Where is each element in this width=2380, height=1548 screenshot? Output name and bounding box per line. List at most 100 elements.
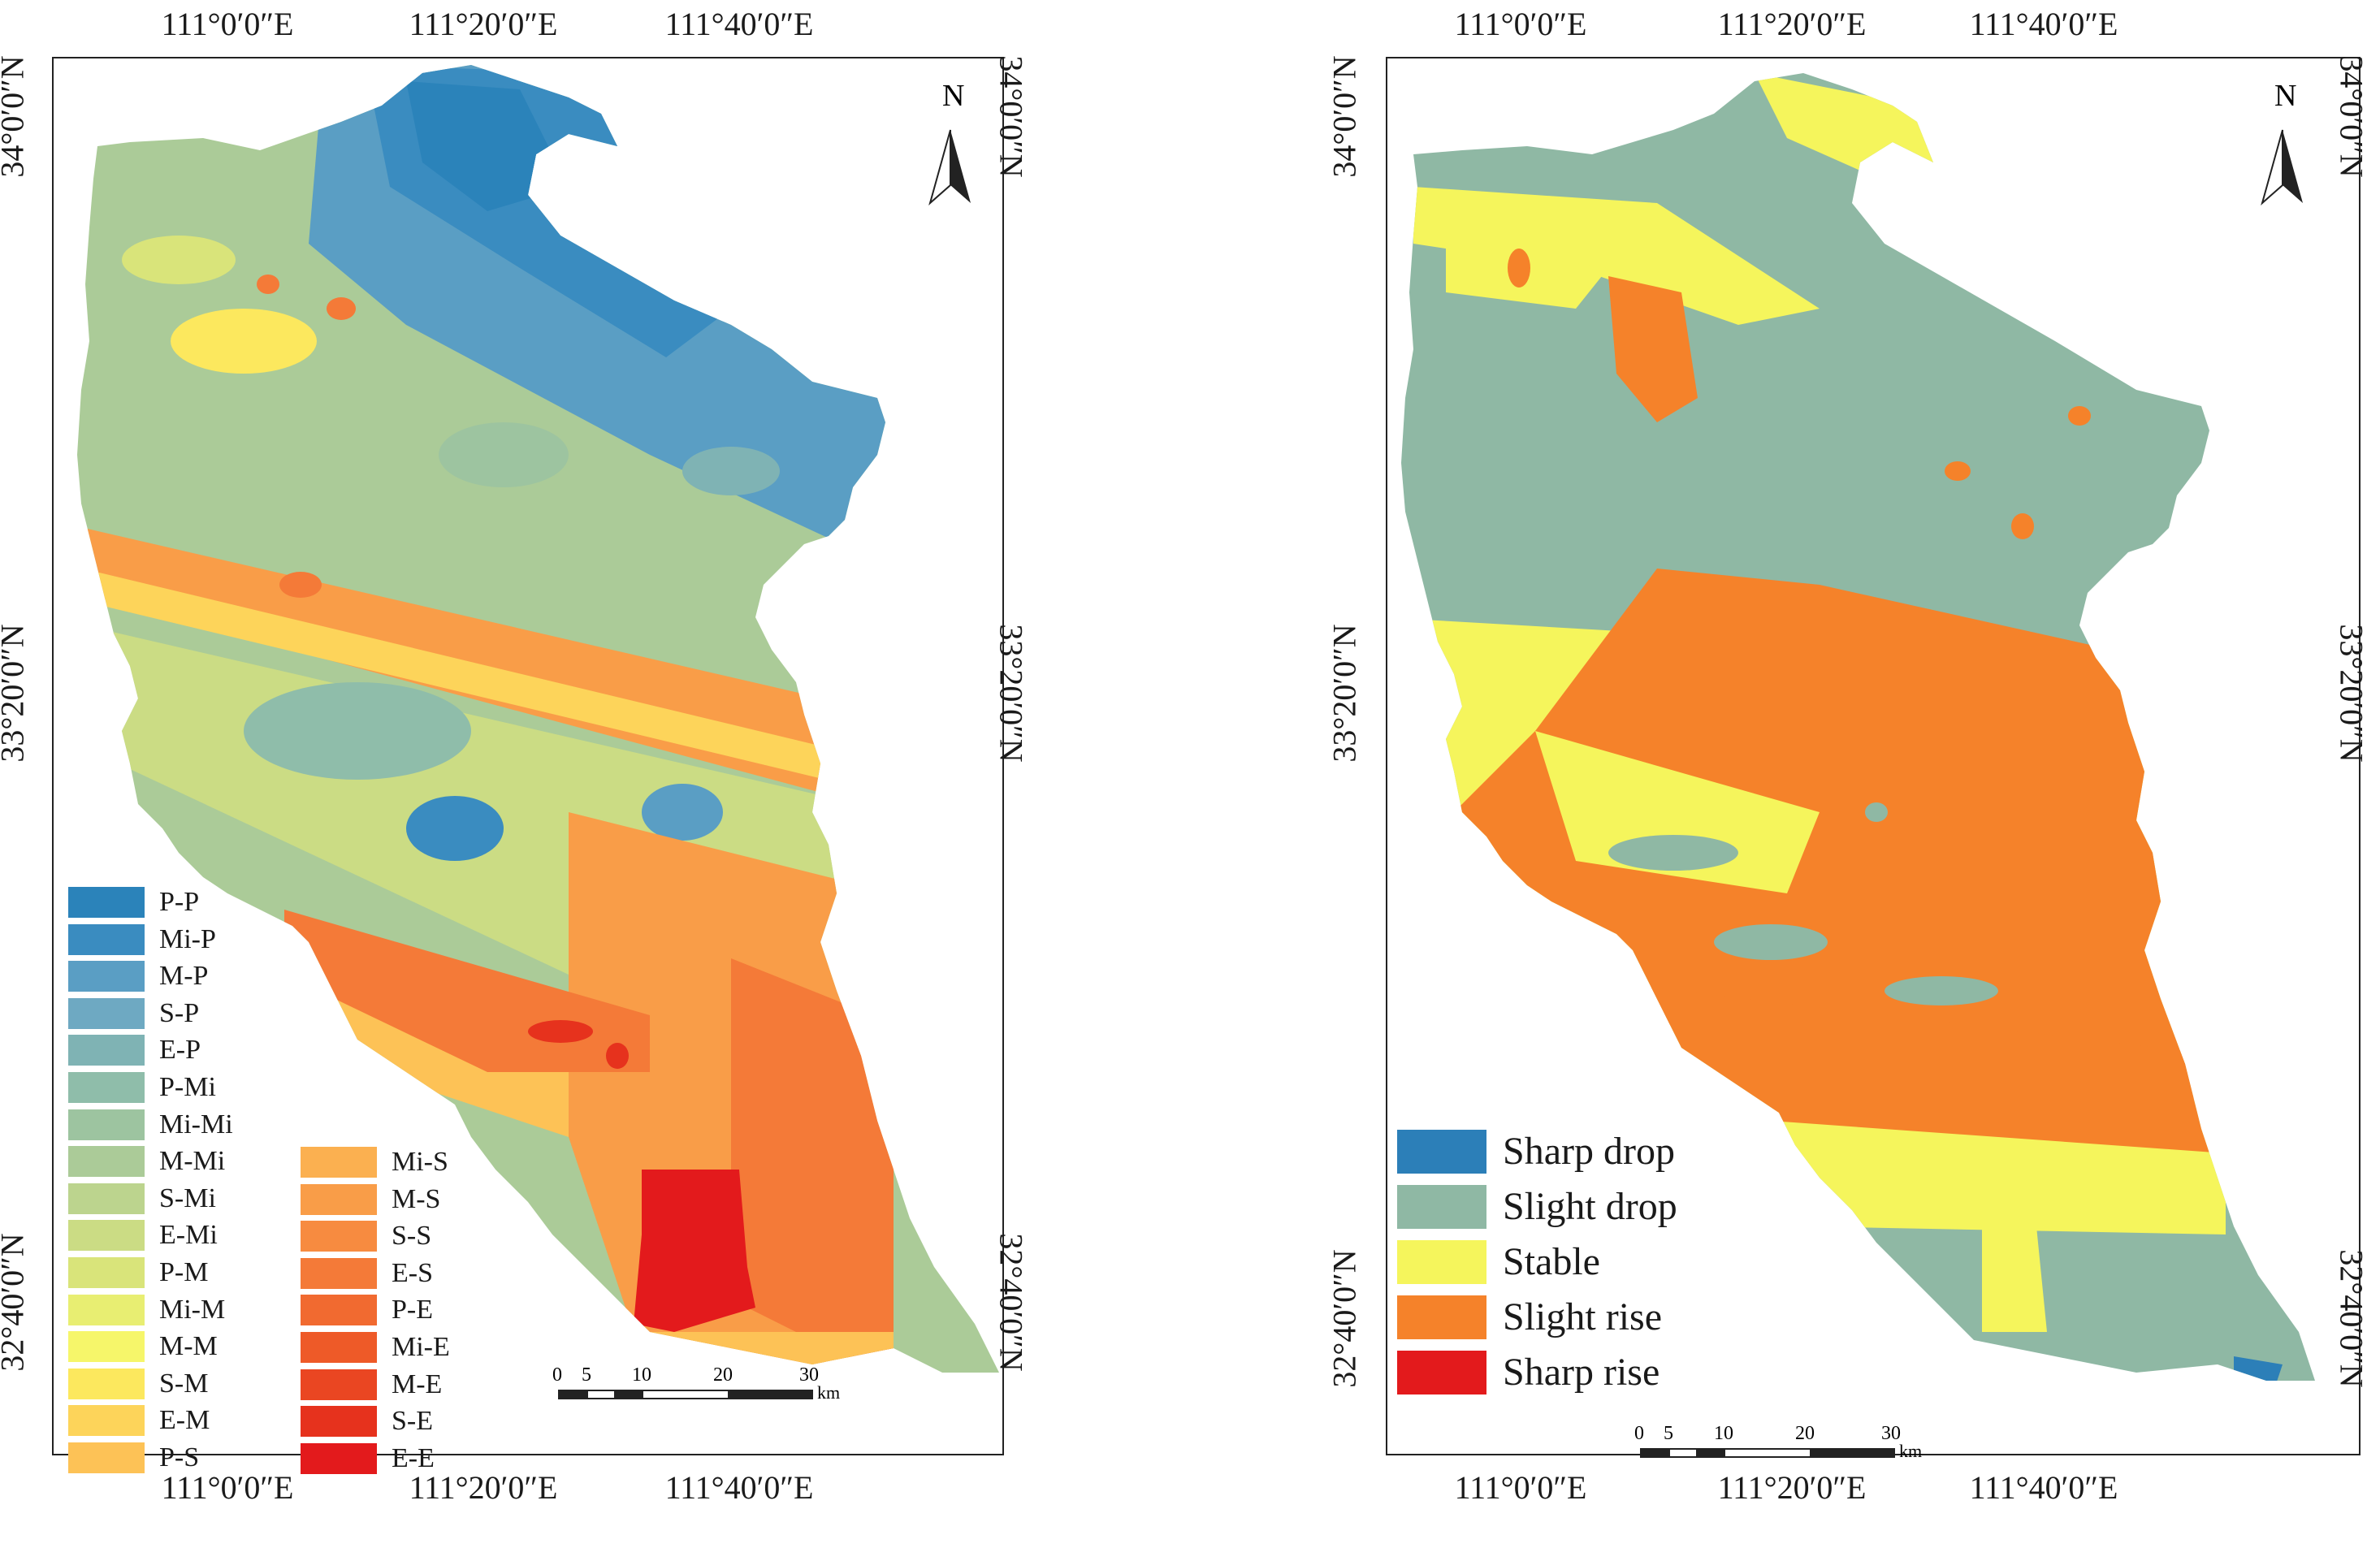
legend-swatch [301, 1183, 377, 1215]
legend-label: M-M [159, 1331, 218, 1362]
scale-label-0: 0 [552, 1364, 562, 1386]
legend-item: Mi-E [301, 1332, 450, 1363]
legend-swatch [301, 1442, 377, 1474]
legend-label: Slight rise [1503, 1295, 1663, 1338]
lon-tick-bottom-1: 111°0′0″E [161, 1469, 294, 1506]
legend-item: S-Mi [68, 1183, 216, 1214]
legend-item: E-E [301, 1442, 435, 1474]
lon-tick-top-2: 111°20′0″E [1717, 6, 1867, 42]
legend-label: P-M [159, 1257, 209, 1287]
legend-label: S-M [159, 1368, 209, 1399]
lon-tick-bottom-2: 111°20′0″E [1717, 1469, 1867, 1506]
legend-label: P-Mi [159, 1072, 216, 1102]
legend-label: Sharp drop [1503, 1130, 1675, 1173]
legend-swatch [68, 961, 145, 992]
north-label: N [2274, 79, 2296, 113]
legend-item: P-S [68, 1442, 199, 1473]
legend-item: E-Mi [68, 1220, 218, 1252]
legend-swatch [68, 1257, 145, 1288]
legend-label: P-P [159, 887, 200, 917]
legend-label: M-E [392, 1369, 443, 1399]
right-map-graphic: N 0 5 10 20 30 km [1401, 73, 2315, 1461]
legend-swatch [1397, 1295, 1486, 1339]
scale-label-10: 10 [632, 1364, 651, 1386]
legend-swatch [1397, 1184, 1486, 1229]
scale-label-30: 30 [799, 1364, 819, 1386]
lon-tick-top-3: 111°40′0″E [664, 6, 814, 42]
scale-label-5: 5 [582, 1364, 591, 1386]
legend-swatch [68, 887, 145, 918]
legend-item: P-P [68, 887, 199, 918]
legend-item: P-M [68, 1257, 208, 1288]
scale-label-0: 0 [1634, 1423, 1644, 1444]
legend-label: S-P [159, 997, 200, 1028]
legend-item: Slight rise [1397, 1295, 1662, 1339]
legend-swatch [68, 1442, 145, 1473]
legend-swatch [301, 1257, 377, 1289]
legend-item: S-P [68, 997, 200, 1029]
legend-item: M-Mi [68, 1146, 225, 1178]
legend-item: E-S [301, 1257, 433, 1289]
legend-swatch [1397, 1350, 1486, 1394]
legend-item: S-E [301, 1406, 433, 1438]
north-arrow-icon [2261, 129, 2303, 205]
legend-item: M-E [301, 1369, 442, 1400]
scale-label-5: 5 [1664, 1423, 1673, 1444]
legend-swatch [68, 1294, 145, 1325]
lon-tick-top-1: 111°0′0″E [161, 6, 294, 42]
legend-item: M-S [301, 1183, 441, 1215]
legend-item: Sharp drop [1397, 1129, 1675, 1174]
legend-label: E-S [392, 1257, 433, 1288]
legend-label: E-M [159, 1405, 210, 1436]
legend-label: M-P [159, 961, 209, 992]
lon-tick-bottom-2: 111°20′0″E [409, 1469, 558, 1506]
legend-swatch [301, 1295, 377, 1326]
legend-swatch [301, 1332, 377, 1363]
legend-label: S-Mi [159, 1183, 216, 1213]
legend-item: S-S [301, 1221, 431, 1252]
legend-label: Mi-E [392, 1332, 450, 1362]
legend-label: Sharp rise [1503, 1351, 1660, 1394]
legend-swatch [68, 1146, 145, 1178]
legend-label: P-E [392, 1295, 433, 1325]
legend-label: Mi-M [159, 1294, 226, 1325]
scale-label-20: 20 [713, 1364, 733, 1386]
legend-label: Mi-P [159, 923, 216, 954]
lon-tick-top-2: 111°20′0″E [409, 6, 558, 42]
legend-swatch [301, 1406, 377, 1438]
legend-label: M-S [392, 1183, 441, 1214]
legend-label: E-E [392, 1442, 435, 1473]
legend-label: Slight drop [1503, 1185, 1677, 1228]
legend-item: P-Mi [68, 1072, 216, 1103]
legend-swatch [68, 1331, 145, 1363]
lon-tick-bottom-3: 111°40′0″E [1969, 1469, 2118, 1506]
legend-swatch [68, 997, 145, 1029]
scale-label-30: 30 [1881, 1423, 1901, 1444]
legend-label: Stable [1503, 1240, 1600, 1283]
legend-item: M-M [68, 1331, 218, 1363]
scale-bar [558, 1390, 813, 1399]
legend-swatch [301, 1147, 377, 1178]
lon-tick-top-1: 111°0′0″E [1454, 6, 1587, 42]
legend-swatch [68, 1405, 145, 1437]
legend-item: Slight drop [1397, 1184, 1677, 1229]
legend-label: Mi-Mi [159, 1109, 233, 1139]
legend-swatch [1397, 1129, 1486, 1174]
legend-label: E-P [159, 1035, 201, 1066]
legend-item: P-E [301, 1295, 433, 1326]
legend-swatch [68, 1368, 145, 1399]
legend-label: E-Mi [159, 1220, 218, 1251]
scale-label-10: 10 [1714, 1423, 1733, 1444]
scale-label-20: 20 [1795, 1423, 1815, 1444]
lon-tick-bottom-1: 111°0′0″E [1454, 1469, 1587, 1506]
legend-swatch [68, 1072, 145, 1103]
legend-item: Mi-S [301, 1147, 448, 1178]
legend-item: M-P [68, 961, 208, 992]
legend-item: S-M [68, 1368, 209, 1399]
legend-item: Sharp rise [1397, 1350, 1660, 1394]
legend-swatch [301, 1369, 377, 1400]
legend-item: Mi-P [68, 923, 216, 955]
north-arrow-icon [928, 129, 971, 205]
legend-swatch [68, 923, 145, 955]
scale-unit: km [817, 1382, 840, 1403]
